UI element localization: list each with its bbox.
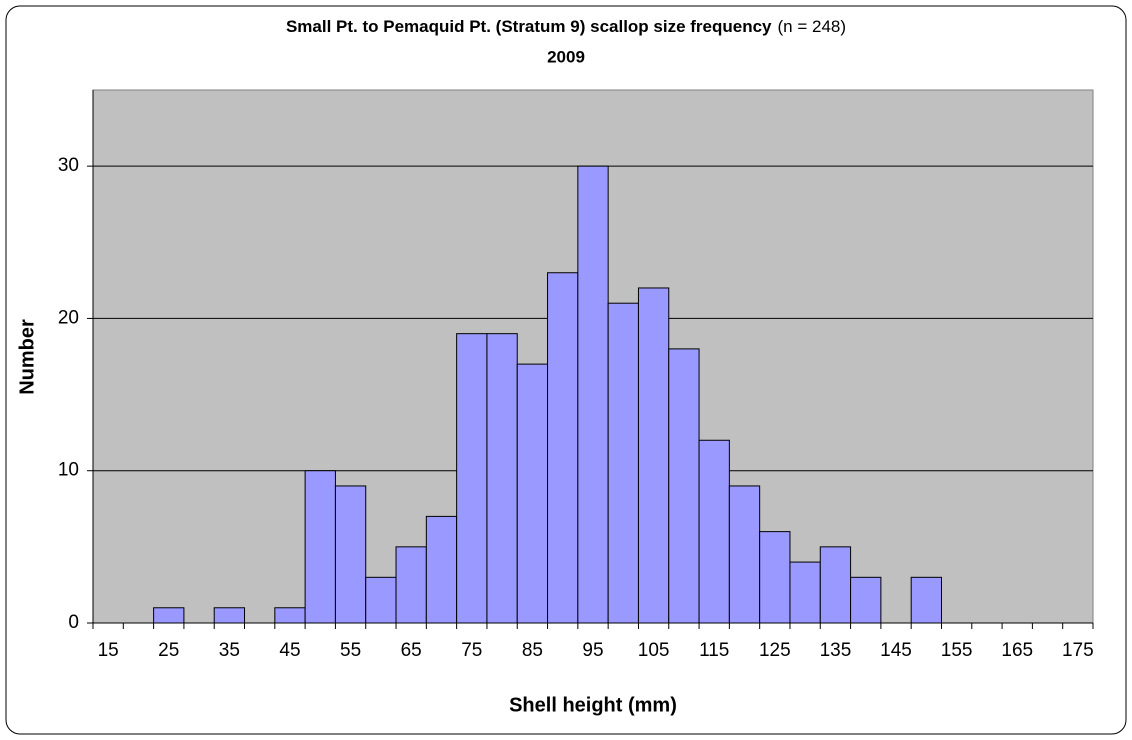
x-tick-label: 45 [279,640,300,661]
bar [547,272,579,624]
bar [910,576,942,624]
bar [789,561,821,624]
x-axis-label: Shell height (mm) [509,694,677,716]
y-tick-label: 20 [58,307,79,328]
x-tick-label: 145 [880,640,912,661]
bar [213,607,246,624]
x-tick-label: 105 [638,640,670,661]
bar [334,485,367,624]
x-tick-label: 95 [582,640,603,661]
y-tick-label: 10 [58,460,79,481]
bar [607,302,639,624]
y-tick-label: 30 [58,155,79,176]
x-tick-label: 35 [219,640,240,661]
y-tick-label: 0 [68,612,79,633]
bar [759,531,791,624]
x-tick-label: 165 [1001,640,1033,661]
chart-title-line: Small Pt. to Pemaquid Pt. (Stratum 9) sc… [286,17,846,36]
bar [819,546,852,624]
bar [456,333,488,624]
bar [274,607,306,624]
bar [668,348,700,624]
x-tick-label: 115 [699,640,729,661]
chart-title: Small Pt. to Pemaquid Pt. (Stratum 9) sc… [286,17,772,36]
bar [486,333,518,624]
bar [365,576,397,624]
title-note: (n = 248) [778,17,847,36]
bar [425,515,458,624]
chart-subtitle: 2009 [547,47,585,66]
x-tick-label: 15 [98,640,119,661]
bar [728,485,761,624]
x-tick-label: 125 [759,640,791,661]
x-tick-label: 155 [941,640,973,661]
x-tick-label: 65 [401,640,422,661]
x-tick-label: 55 [340,640,361,661]
x-tick-label: 175 [1062,640,1094,661]
bar [153,607,185,624]
bar [395,546,427,624]
bar [637,287,670,624]
x-tick-label: 25 [158,640,179,661]
x-tick-label: 85 [522,640,543,661]
y-axis-label: Number [16,319,38,395]
x-tick-label: 135 [820,640,852,661]
bar [698,439,730,624]
bar [850,576,882,624]
bar [577,165,609,624]
bar [516,363,549,624]
bar [304,470,336,624]
x-tick-label: 75 [461,640,482,661]
